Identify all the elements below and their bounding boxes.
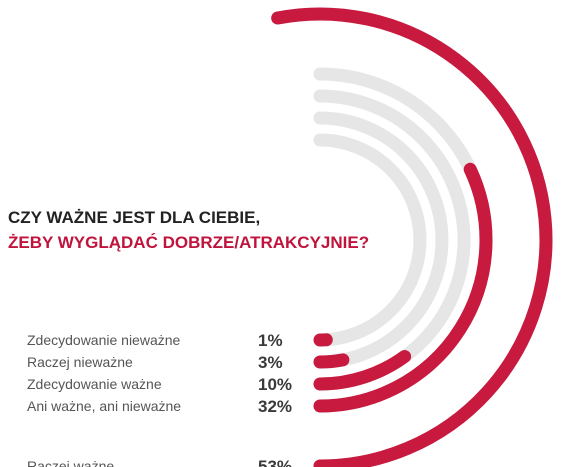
category-label: Zdecydowanie ważne <box>27 376 162 392</box>
value-label: 10% <box>258 375 292 394</box>
value-label: 32% <box>258 397 292 416</box>
chart-bars <box>271 7 553 467</box>
category-label: Zdecydowanie nieważne <box>27 332 181 348</box>
value-label: 1% <box>258 331 283 350</box>
category-label: Ani ważne, ani nieważne <box>27 398 181 414</box>
bar-ring-2 <box>313 353 350 369</box>
track-ring-2 <box>313 111 449 369</box>
chart-title-line-1: CZY WAŻNE JEST DLA CIEBIE, <box>8 208 261 227</box>
track-ring-1 <box>313 133 427 347</box>
bar-ring-4 <box>313 162 493 413</box>
category-label: Raczej ważne <box>27 458 114 467</box>
value-label: 53% <box>258 457 292 467</box>
chart-labels: Zdecydowanie nieważne 1% Raczej nieważne 3%… <box>27 331 292 467</box>
chart-title-line-2: ŻEBY WYGLĄDAĆ DOBRZE/ATRAKCYJNIE? <box>8 233 370 252</box>
category-label: Raczej nieważne <box>27 354 133 370</box>
bar-ring-3 <box>313 350 412 391</box>
bar-ring-5 <box>271 7 553 467</box>
value-label: 3% <box>258 353 283 372</box>
